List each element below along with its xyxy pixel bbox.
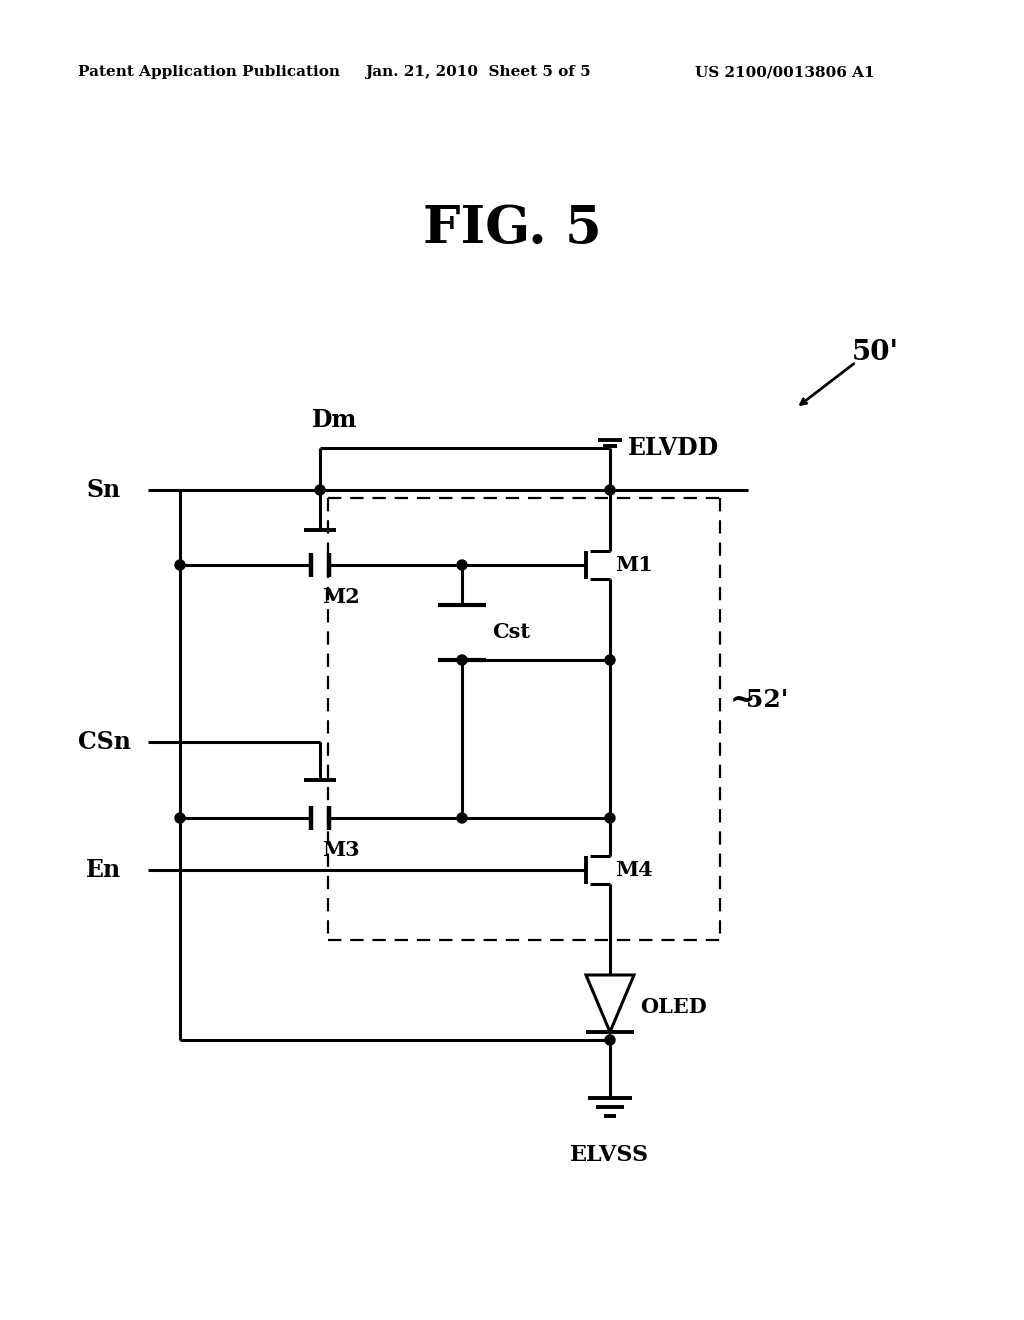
Text: ELVSS: ELVSS [570,1144,649,1166]
Text: En: En [86,858,121,882]
Circle shape [605,1035,615,1045]
Text: ELVDD: ELVDD [628,436,719,459]
Circle shape [605,813,615,822]
Text: M4: M4 [615,861,652,880]
Text: ~: ~ [730,685,756,715]
Circle shape [315,484,325,495]
Text: M1: M1 [615,554,652,576]
Circle shape [175,560,185,570]
Text: Patent Application Publication: Patent Application Publication [78,65,340,79]
Text: CSn: CSn [78,730,131,754]
Text: M3: M3 [322,840,359,861]
Text: M2: M2 [322,587,359,607]
Circle shape [457,560,467,570]
Circle shape [175,813,185,822]
Text: Jan. 21, 2010  Sheet 5 of 5: Jan. 21, 2010 Sheet 5 of 5 [365,65,591,79]
Text: Cst: Cst [492,622,530,642]
Text: 50': 50' [852,338,899,366]
Circle shape [605,484,615,495]
Text: Dm: Dm [312,408,357,432]
Text: FIG. 5: FIG. 5 [423,202,601,253]
Circle shape [605,655,615,665]
Circle shape [457,655,467,665]
Text: 52': 52' [746,688,788,711]
Text: Sn: Sn [86,478,120,502]
Text: OLED: OLED [640,997,707,1016]
Circle shape [457,813,467,822]
Text: US 2100/0013806 A1: US 2100/0013806 A1 [695,65,874,79]
